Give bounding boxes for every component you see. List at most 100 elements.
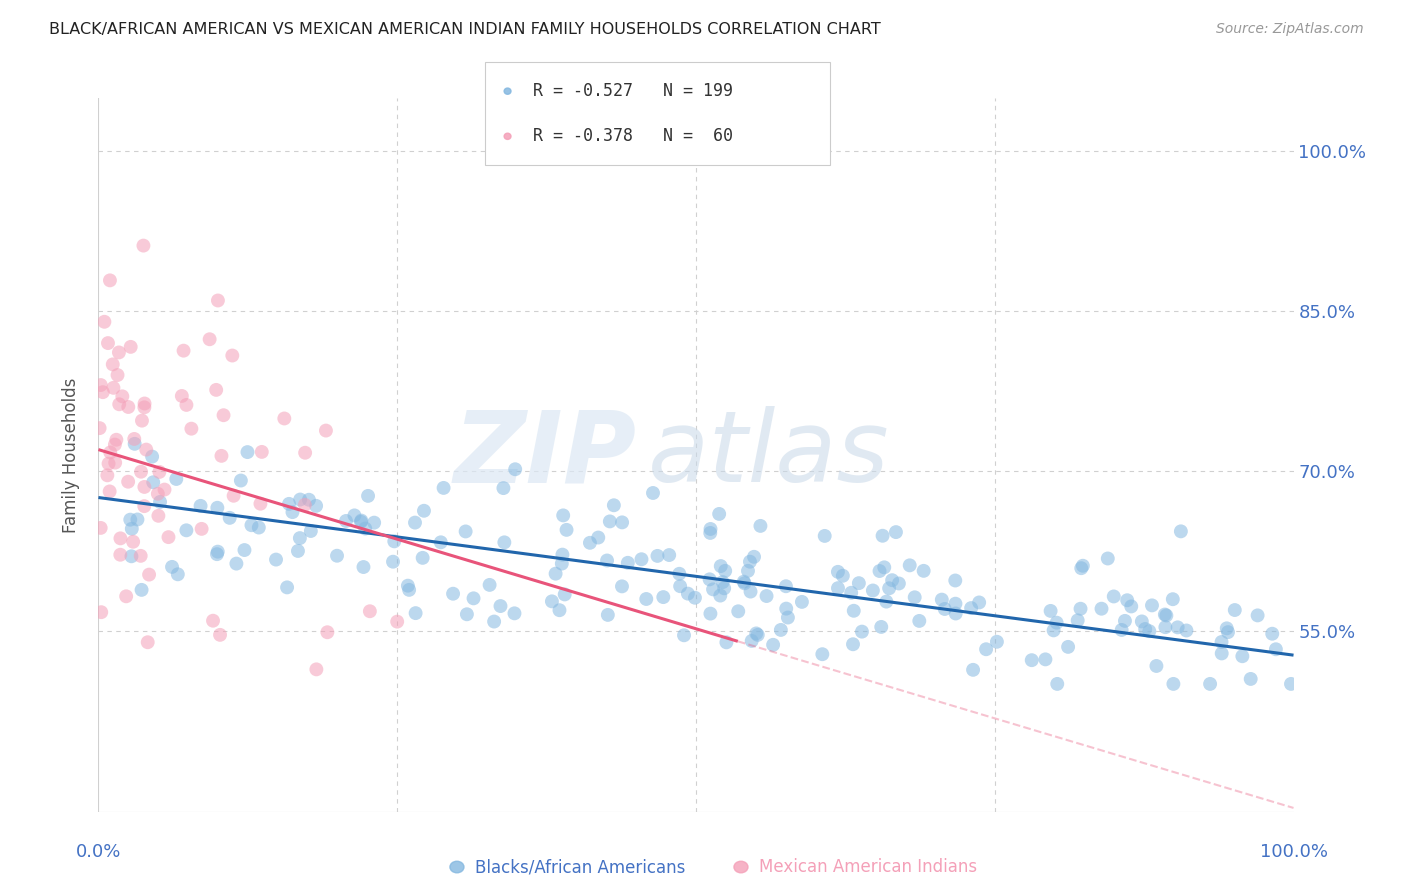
Point: [790, 595, 813, 609]
Point: [343, 508, 366, 523]
Point: [281, 505, 304, 519]
Point: [769, 623, 792, 637]
Point: [711, 575, 734, 590]
Point: [98, 484, 121, 499]
Point: [762, 638, 785, 652]
Point: [1121, 599, 1143, 614]
Point: [93, 315, 115, 329]
Point: [733, 574, 755, 589]
Point: [276, 580, 298, 594]
Point: [287, 544, 309, 558]
Point: [702, 582, 724, 597]
Point: [264, 552, 287, 566]
Point: [699, 522, 721, 536]
Point: [176, 524, 198, 538]
Point: [713, 581, 735, 595]
Point: [1170, 524, 1192, 539]
Point: [405, 606, 427, 620]
Point: [382, 555, 405, 569]
Point: [89, 421, 111, 435]
Point: [630, 552, 652, 566]
Point: [1153, 607, 1175, 622]
Point: [117, 475, 139, 489]
Point: [610, 516, 633, 530]
Point: [233, 543, 256, 558]
Text: 100.0%: 100.0%: [1260, 843, 1327, 861]
Point: [943, 574, 966, 588]
Point: [221, 349, 243, 363]
Point: [190, 522, 212, 536]
Text: R = -0.527   N = 199: R = -0.527 N = 199: [533, 82, 733, 100]
Point: [108, 345, 131, 359]
Point: [412, 550, 434, 565]
Point: [454, 524, 477, 539]
Point: [912, 564, 935, 578]
Point: [931, 592, 953, 607]
Point: [132, 238, 155, 252]
Point: [962, 663, 984, 677]
Text: Mexican American Indians: Mexican American Indians: [759, 858, 977, 876]
Point: [190, 499, 212, 513]
Text: Blacks/African Americans: Blacks/African Americans: [475, 858, 686, 876]
Point: [1097, 551, 1119, 566]
Point: [299, 524, 322, 538]
Point: [755, 589, 778, 603]
Point: [135, 442, 157, 457]
Point: [1114, 614, 1136, 628]
Point: [1154, 620, 1177, 634]
Point: [839, 586, 862, 600]
Point: [709, 589, 731, 603]
Point: [1090, 601, 1112, 615]
Point: [180, 422, 202, 436]
Point: [456, 607, 478, 622]
Point: [149, 495, 172, 509]
Point: [134, 480, 156, 494]
Point: [404, 516, 426, 530]
Point: [350, 514, 373, 528]
Point: [699, 572, 721, 586]
Point: [120, 549, 142, 564]
Point: [90, 605, 112, 619]
Point: [111, 389, 134, 403]
Point: [121, 522, 143, 536]
Point: [749, 519, 772, 533]
Point: [658, 548, 681, 562]
Point: [745, 626, 768, 640]
Point: [960, 601, 983, 615]
Point: [141, 450, 163, 464]
Point: [298, 492, 321, 507]
Point: [157, 530, 180, 544]
Point: [603, 498, 626, 512]
Point: [1057, 640, 1080, 654]
Point: [842, 637, 865, 651]
Point: [136, 635, 159, 649]
Point: [727, 604, 749, 618]
Point: [97, 336, 120, 351]
Point: [1046, 677, 1069, 691]
Point: [827, 581, 849, 595]
Point: [775, 601, 797, 615]
Point: [207, 293, 229, 308]
Point: [110, 548, 132, 562]
Point: [683, 591, 706, 605]
Point: [205, 547, 228, 561]
Point: [1137, 624, 1160, 639]
Point: [91, 385, 114, 400]
Point: [247, 520, 270, 534]
Point: [551, 548, 574, 562]
Point: [138, 567, 160, 582]
Point: [1175, 624, 1198, 638]
Point: [872, 529, 894, 543]
Point: [676, 586, 699, 600]
Point: [1216, 625, 1239, 640]
Point: [945, 597, 967, 611]
Point: [503, 462, 526, 476]
Point: [1133, 622, 1156, 636]
Point: [305, 662, 328, 676]
Text: ZIP: ZIP: [453, 407, 637, 503]
Point: [831, 568, 853, 582]
Point: [599, 515, 621, 529]
Point: [96, 468, 118, 483]
Point: [887, 576, 910, 591]
Point: [129, 549, 152, 563]
